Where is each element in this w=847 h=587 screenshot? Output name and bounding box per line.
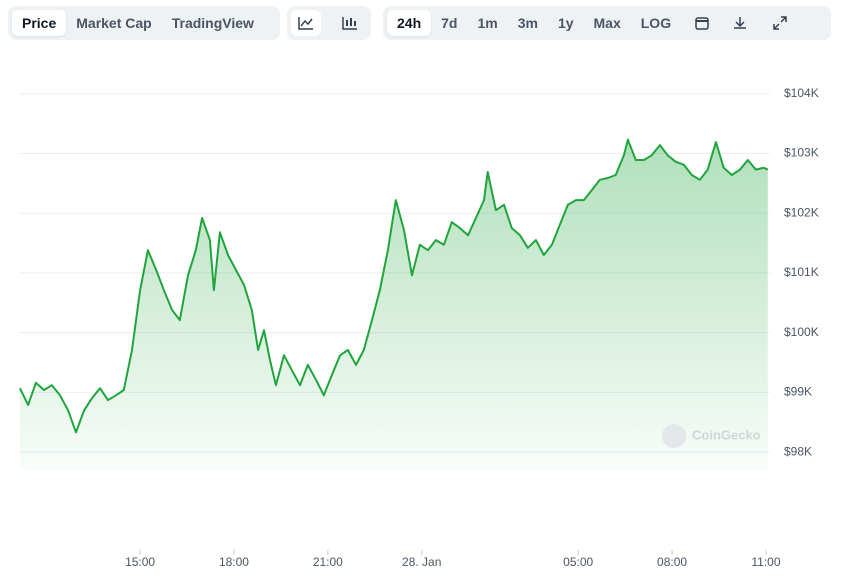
expand-icon[interactable] — [765, 10, 795, 36]
view-tab[interactable]: Price — [12, 10, 67, 36]
x-tick-label: 21:00 — [313, 555, 343, 569]
y-tick-label: $98K — [784, 444, 812, 458]
range-tabs: 24h 7d 1m 3m 1y Max LOG — [383, 6, 831, 40]
view-tab[interactable]: Market Cap — [76, 15, 152, 31]
x-tick-label: 18:00 — [219, 555, 249, 569]
range-tab[interactable]: LOG — [640, 15, 672, 31]
y-tick-label: $100K — [784, 325, 819, 339]
line-icon[interactable] — [291, 10, 321, 36]
y-tick-label: $101K — [784, 265, 819, 279]
x-tick-label: 05:00 — [563, 555, 593, 569]
y-tick-label: $104K — [784, 86, 819, 100]
range-tab[interactable]: Max — [593, 15, 621, 31]
view-tab[interactable]: TradingView — [171, 15, 254, 31]
chart-style — [287, 6, 371, 40]
x-tick-label: 28. Jan — [402, 555, 441, 569]
x-tick-label: 15:00 — [125, 555, 155, 569]
calendar-icon[interactable] — [687, 10, 717, 36]
candle-icon[interactable] — [335, 10, 365, 36]
range-tab[interactable]: 1y — [557, 15, 574, 31]
range-tab[interactable]: 7d — [441, 15, 458, 31]
watermark-text: CoinGecko — [692, 427, 761, 442]
area-fill — [19, 139, 768, 470]
download-icon[interactable] — [725, 10, 755, 36]
y-tick-label: $99K — [784, 385, 812, 399]
y-tick-label: $102K — [784, 205, 819, 219]
range-tab[interactable]: 3m — [517, 15, 538, 31]
range-tab[interactable]: 1m — [477, 15, 498, 31]
y-tick-label: $103K — [784, 146, 819, 160]
x-tick-label: 11:00 — [751, 555, 780, 569]
watermark: CoinGecko — [662, 424, 761, 448]
price-line — [19, 138, 769, 434]
x-tick-label: 08:00 — [657, 555, 687, 569]
view-tabs: Price Market Cap TradingView — [8, 6, 280, 40]
range-tab[interactable]: 24h — [387, 10, 432, 36]
